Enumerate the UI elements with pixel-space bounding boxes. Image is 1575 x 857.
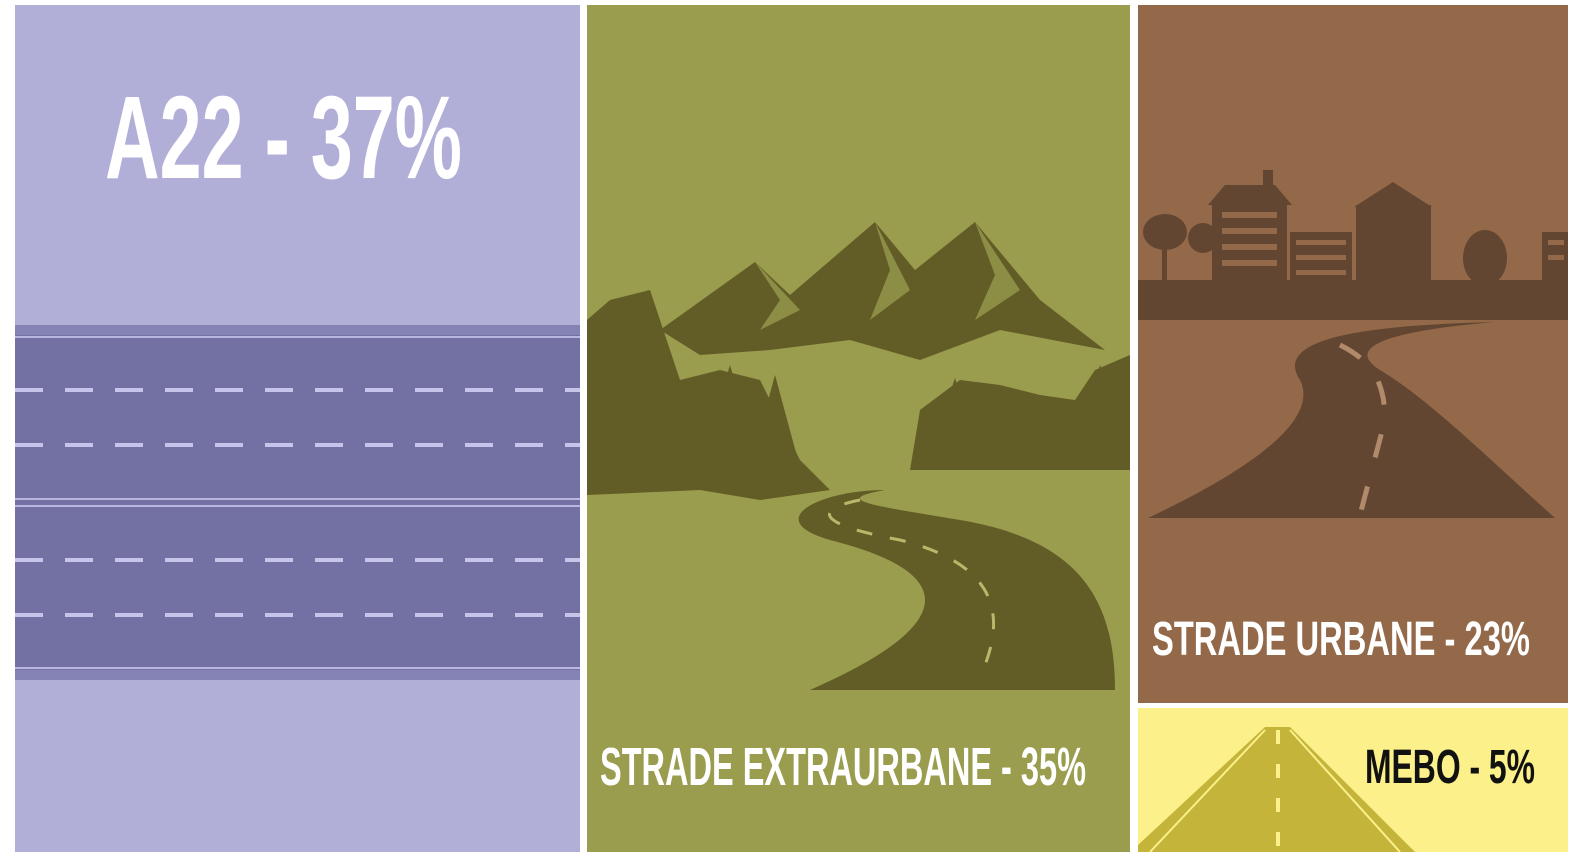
mountain-highlight (755, 262, 800, 330)
window-row (1296, 240, 1346, 245)
motorway (15, 325, 580, 680)
trees-right (910, 355, 1130, 470)
window-row (1548, 255, 1564, 260)
road-centre-line (828, 498, 995, 666)
tree (1080, 365, 1120, 430)
panel-label: STRADE URBANE - 23% (1152, 613, 1530, 666)
panel-label: STRADE EXTRAURBANE - 35% (600, 737, 1086, 797)
panel-urbane: STRADE URBANE - 23% (1138, 5, 1568, 703)
window-row (1548, 240, 1564, 245)
window-row (1296, 255, 1346, 260)
ground (1138, 280, 1568, 320)
building (1356, 205, 1431, 285)
winding-road (798, 490, 1115, 690)
window-row (1222, 244, 1277, 250)
panel-label: MEBO - 5% (1365, 741, 1535, 794)
tree (628, 290, 668, 360)
tree (752, 375, 798, 460)
panel-a22: A22 - 37% (15, 5, 580, 852)
window-row (1222, 228, 1277, 234)
tree (935, 378, 975, 440)
panel-extraurbane: STRADE EXTRAURBANE - 35% (587, 5, 1130, 852)
mebo-road (1138, 727, 1415, 852)
roof (1354, 182, 1432, 207)
mountain-highlight (870, 222, 910, 320)
road-edge (1289, 729, 1401, 853)
motorway-edge (15, 670, 580, 680)
tree (1143, 214, 1187, 250)
lane-dashes (15, 388, 580, 617)
chimney (1263, 170, 1273, 190)
tree (1463, 230, 1507, 286)
tree (705, 365, 755, 450)
road-edge (1149, 729, 1266, 853)
window-row (1222, 212, 1277, 218)
windows (1222, 212, 1564, 275)
road-centre-line (1338, 342, 1388, 516)
tree (1188, 223, 1218, 253)
window-row (1222, 260, 1277, 266)
mountain-highlight (975, 222, 1020, 320)
window-row (1296, 270, 1346, 275)
forest (587, 290, 1130, 500)
urban-road (1148, 322, 1555, 518)
panel-label: A22 - 37% (105, 72, 462, 204)
motorway-edge (15, 325, 580, 335)
trunk (1162, 240, 1167, 285)
panel-mebo: MEBO - 5% (1138, 708, 1568, 853)
